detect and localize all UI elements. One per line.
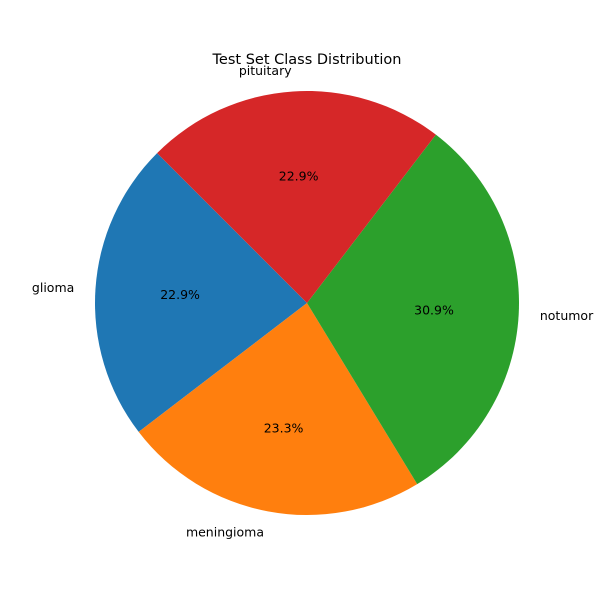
pie-slice-glioma: [94, 153, 307, 432]
slice-label-glioma: glioma: [32, 280, 74, 295]
pct-label-meningioma: 23.3%: [264, 421, 304, 436]
slice-label-pituitary: pituitary: [239, 63, 292, 78]
pie-slices: [94, 91, 520, 515]
chart-title: Test Set Class Distribution: [212, 52, 402, 68]
pct-label-glioma: 22.9%: [160, 287, 200, 302]
pct-label-pituitary: 22.9%: [279, 169, 319, 184]
pie-slice-notumor: [307, 134, 520, 485]
pct-label-notumor: 30.9%: [414, 302, 454, 317]
pie-slice-meningioma: [138, 303, 418, 515]
pie-slice-pituitary: [157, 91, 436, 304]
slice-label-meningioma: meningioma: [186, 525, 264, 540]
slice-label-notumor: notumor: [540, 308, 594, 323]
pie-labels: 22.9% glioma 23.3% meningioma 30.9% notumor 22…: [32, 63, 594, 540]
